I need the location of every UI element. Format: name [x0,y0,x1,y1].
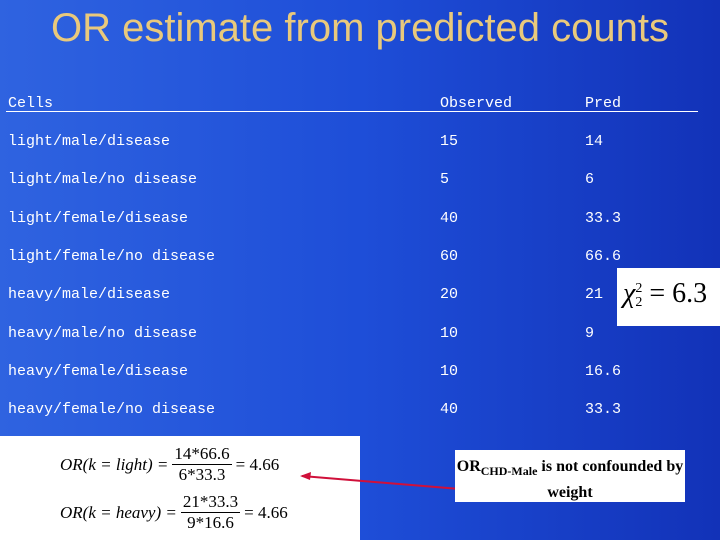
table-cell: 10 [440,324,459,342]
table-cell: 40 [440,209,459,227]
header-cell: Pred [585,95,622,112]
table-cell: 66.6 [585,247,622,265]
formula: OR(k = light) = 14*66.6 6*33.3 = 4.66 [60,444,279,485]
header-cell: Observed [440,95,513,112]
chi-sup: 2 [635,280,643,296]
formula-lhs: OR(k = heavy) = [60,502,177,522]
fraction: 14*66.6 6*33.3 [172,444,232,485]
formula-result: = 4.66 [235,454,280,474]
formula: OR(k = heavy) = 21*33.3 9*16.6 = 4.66 [60,492,288,533]
denominator: 6*33.3 [178,465,226,484]
arrow [301,475,473,491]
table-cell: 60 [440,247,459,265]
table-cell: light/female/no disease [8,247,216,265]
table-cell: 6 [585,171,595,189]
callout: ORCHD-Male is not confounded by weight [455,456,685,503]
table-cell: 9 [585,324,595,342]
callout-rest: is not confounded by weight [537,458,684,502]
table-cell: 20 [440,286,459,304]
numerator: 14*66.6 [172,444,232,465]
callout-sub: CHD-Male [480,464,538,479]
table-cell: 33.3 [585,401,622,419]
table-cell: heavy/male/disease [8,286,171,304]
table-cell: 21 [585,286,604,304]
callout-box: ORCHD-Male is not confounded by weight [455,450,685,502]
denominator: 9*16.6 [187,513,234,532]
formula-box: OR(k = light) = 14*66.6 6*33.3 = 4.66 OR(… [0,436,360,540]
arrow-head [300,472,311,480]
fraction: 21*33.3 9*16.6 [180,492,241,533]
table-cell: 15 [440,133,459,150]
callout-main: OR [456,458,481,475]
table-cell: light/male/no disease [8,171,198,189]
table-cell: 14 [585,133,604,150]
header-rule [6,111,698,112]
title: OR estimate from predicted counts [50,6,670,50]
table-cell: light/male/disease [8,133,171,150]
chi-value: = 6.3 [649,278,708,309]
table-cell: 16.6 [585,362,622,380]
table-cell: 40 [440,401,459,419]
table-cell: 10 [440,362,459,380]
chi-symbol: χ [623,278,636,309]
table-cell: 33.3 [585,209,622,227]
header-cell: Cells [8,95,54,112]
table-cell: heavy/male/no disease [8,324,198,342]
chi-sub: 2 [635,294,643,310]
formula-result: = 4.66 [244,502,288,522]
table-cell: heavy/female/disease [8,362,189,380]
table-cell: light/female/disease [8,209,189,227]
table-cell: heavy/female/no disease [8,401,216,419]
formula-lhs: OR(k = light) = [60,454,169,474]
table-cell: 5 [440,171,450,189]
numerator: 21*33.3 [180,492,241,513]
